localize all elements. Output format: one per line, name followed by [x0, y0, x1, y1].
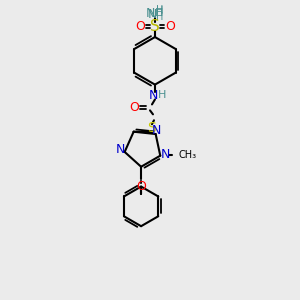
Text: O: O: [135, 20, 145, 33]
Text: O: O: [136, 180, 146, 193]
Text: CH₃: CH₃: [178, 150, 196, 160]
Text: H: H: [155, 8, 163, 18]
Text: S: S: [150, 19, 160, 34]
Text: N: N: [152, 124, 161, 136]
Text: N: N: [148, 89, 158, 102]
Text: N: N: [160, 148, 170, 161]
Text: H: H: [156, 6, 164, 16]
Text: S: S: [148, 121, 156, 135]
Text: H: H: [158, 89, 166, 100]
Text: N: N: [147, 8, 157, 21]
Text: N: N: [116, 143, 125, 157]
Text: H: H: [156, 12, 164, 22]
Text: O: O: [165, 20, 175, 33]
Text: H: H: [156, 5, 164, 15]
Text: N: N: [146, 7, 155, 20]
Text: O: O: [129, 101, 139, 114]
